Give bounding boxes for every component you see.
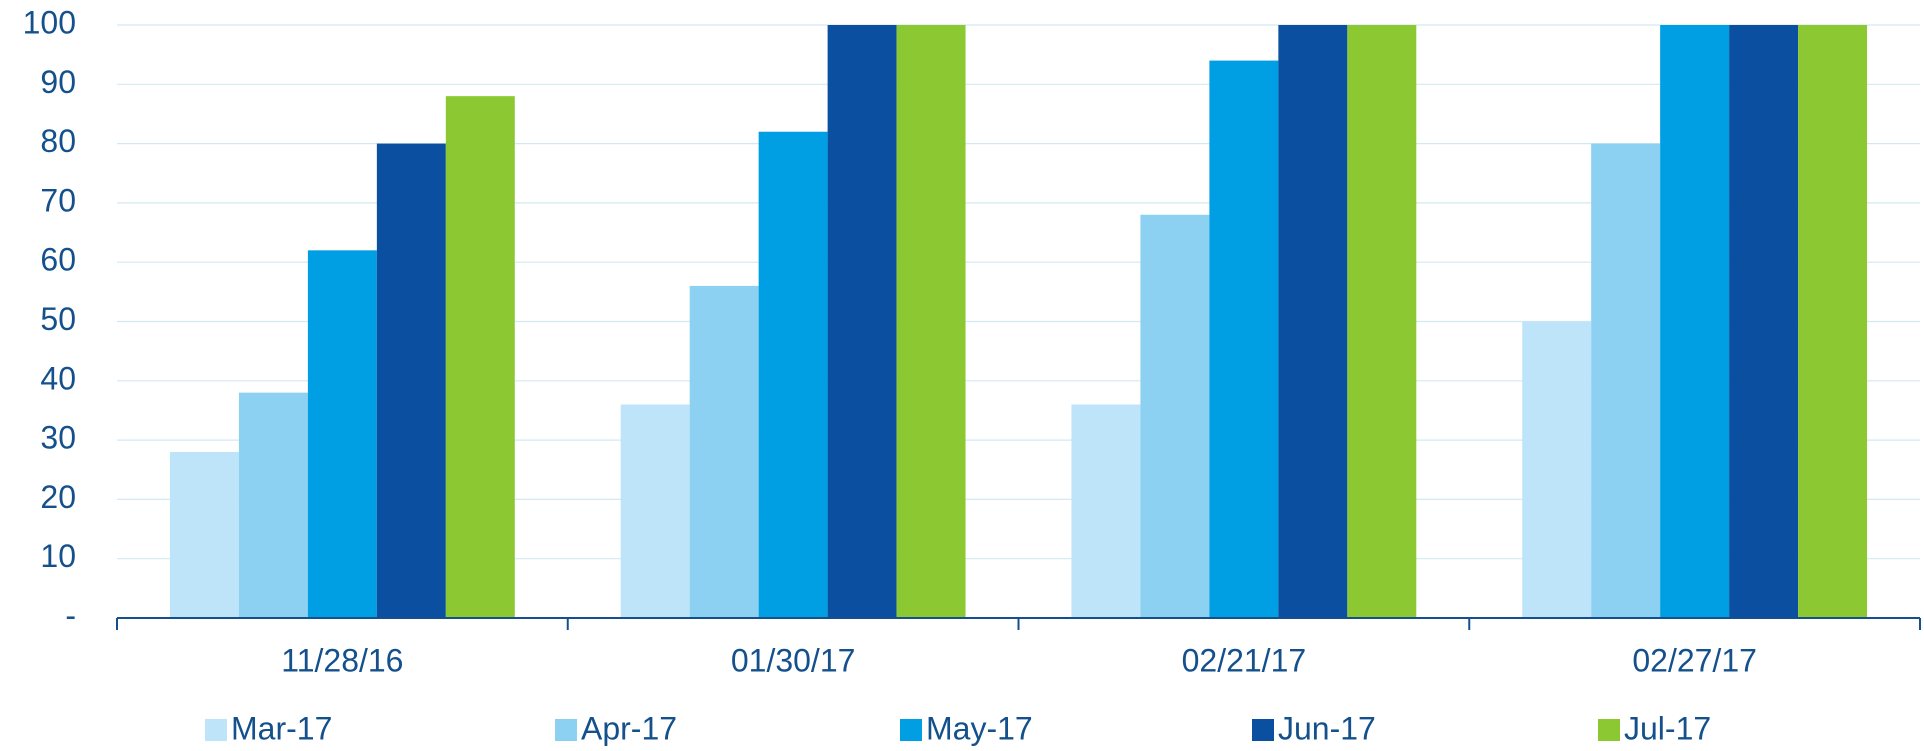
legend-swatch — [555, 719, 577, 741]
bar — [1660, 25, 1730, 618]
bar — [1591, 143, 1661, 618]
legend-swatch — [1252, 719, 1274, 741]
x-tick-label: 01/30/17 — [731, 642, 856, 678]
legend-swatch — [900, 719, 922, 741]
bar — [445, 96, 515, 618]
y-tick-label: 50 — [40, 301, 76, 337]
bar — [1798, 25, 1868, 618]
bar — [1209, 60, 1279, 618]
legend-label: Jul-17 — [1624, 710, 1711, 746]
y-tick-label: 80 — [40, 123, 76, 159]
bar — [1347, 25, 1417, 618]
legend-label: Apr-17 — [581, 710, 677, 746]
bar — [376, 143, 446, 618]
y-tick-label: 30 — [40, 420, 76, 456]
y-tick-label: 20 — [40, 479, 76, 515]
bar — [1522, 321, 1592, 618]
legend-swatch — [205, 719, 227, 741]
bar — [620, 404, 690, 618]
y-tick-label: 10 — [40, 538, 76, 574]
y-tick-label: - — [65, 597, 76, 633]
x-tick-label: 11/28/16 — [281, 642, 403, 678]
y-tick-label: 60 — [40, 242, 76, 278]
legend-label: Jun-17 — [1278, 710, 1376, 746]
legend-label: Mar-17 — [231, 710, 332, 746]
bar — [1071, 404, 1141, 618]
bar — [169, 451, 239, 618]
bar — [1278, 25, 1348, 618]
y-tick-label: 40 — [40, 360, 76, 396]
bar — [758, 131, 828, 619]
bar — [307, 250, 377, 618]
x-tick-label: 02/27/17 — [1632, 642, 1757, 678]
y-tick-label: 100 — [23, 4, 76, 40]
legend-swatch — [1598, 719, 1620, 741]
bar — [1729, 25, 1799, 618]
bar — [689, 285, 759, 618]
y-tick-label: 70 — [40, 182, 76, 218]
bar — [1140, 214, 1210, 618]
bar — [238, 392, 308, 618]
legend-label: May-17 — [926, 710, 1033, 746]
bar — [896, 25, 966, 618]
x-tick-label: 02/21/17 — [1182, 642, 1307, 678]
y-tick-label: 90 — [40, 64, 76, 100]
bar — [827, 25, 897, 618]
